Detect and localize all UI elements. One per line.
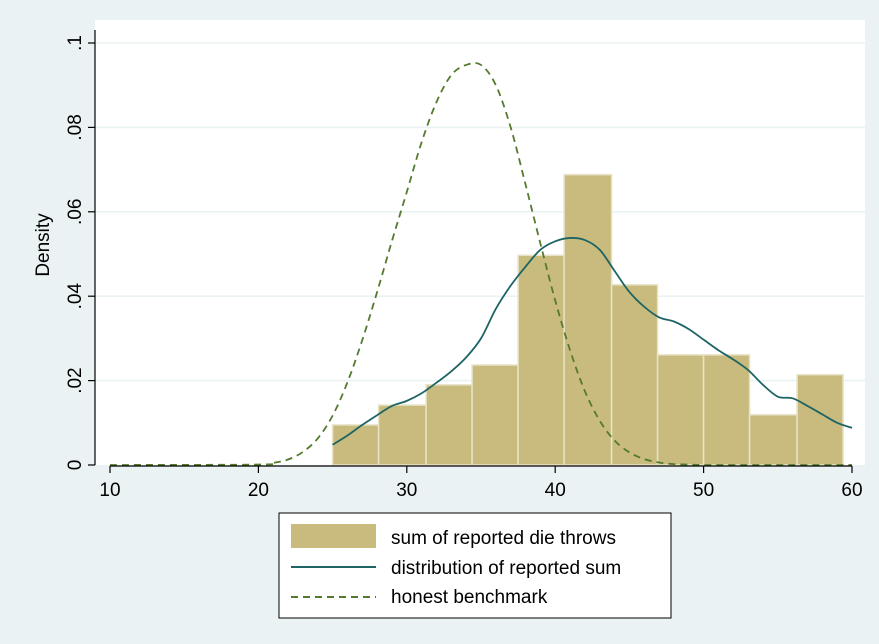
legend-swatch-histogram <box>291 524 376 548</box>
y-tick-label: 0 <box>65 460 86 471</box>
histogram-bars <box>331 173 844 466</box>
histogram-bar <box>471 364 519 466</box>
y-tick-label: .1 <box>65 35 86 51</box>
histogram-bar <box>748 414 798 466</box>
legend-label: distribution of reported sum <box>391 558 621 579</box>
x-tick-label: 30 <box>396 480 417 501</box>
x-axis-tick-labels: 10 20 30 40 50 60 <box>99 466 863 501</box>
x-tick-label: 10 <box>99 480 120 501</box>
histogram-bar <box>563 173 613 466</box>
y-tick-label: .08 <box>65 114 86 140</box>
y-tick-label: .04 <box>65 283 86 310</box>
series-lines <box>109 62 853 466</box>
y-tick-label: .02 <box>65 367 86 393</box>
histogram-bar <box>656 354 705 466</box>
legend-label: honest benchmark <box>391 587 548 608</box>
legend-label: sum of reported die throws <box>391 528 616 549</box>
histogram-bar <box>796 373 844 466</box>
reported-sum-line <box>332 237 853 446</box>
histogram-bar <box>702 354 751 466</box>
histogram-bar <box>610 284 659 466</box>
histogram-bar <box>425 384 473 466</box>
histogram-bar <box>517 254 565 466</box>
x-tick-label: 40 <box>545 480 566 501</box>
honest-benchmark-line <box>109 62 852 466</box>
histogram-bar <box>377 404 427 466</box>
y-axis-title: Density <box>33 213 54 277</box>
x-tick-label: 20 <box>248 480 269 501</box>
y-tick-label: .06 <box>65 199 86 225</box>
legend-items: sum of reported die throws distribution o… <box>291 524 621 608</box>
histogram-bar <box>331 424 380 466</box>
x-tick-label: 50 <box>693 480 714 501</box>
y-axis-tick-labels: 0 .02 .04 .06 .08 .1 <box>65 35 95 470</box>
legend: sum of reported die throws distribution o… <box>278 512 672 619</box>
axes <box>94 30 852 467</box>
x-tick-label: 60 <box>841 480 862 501</box>
